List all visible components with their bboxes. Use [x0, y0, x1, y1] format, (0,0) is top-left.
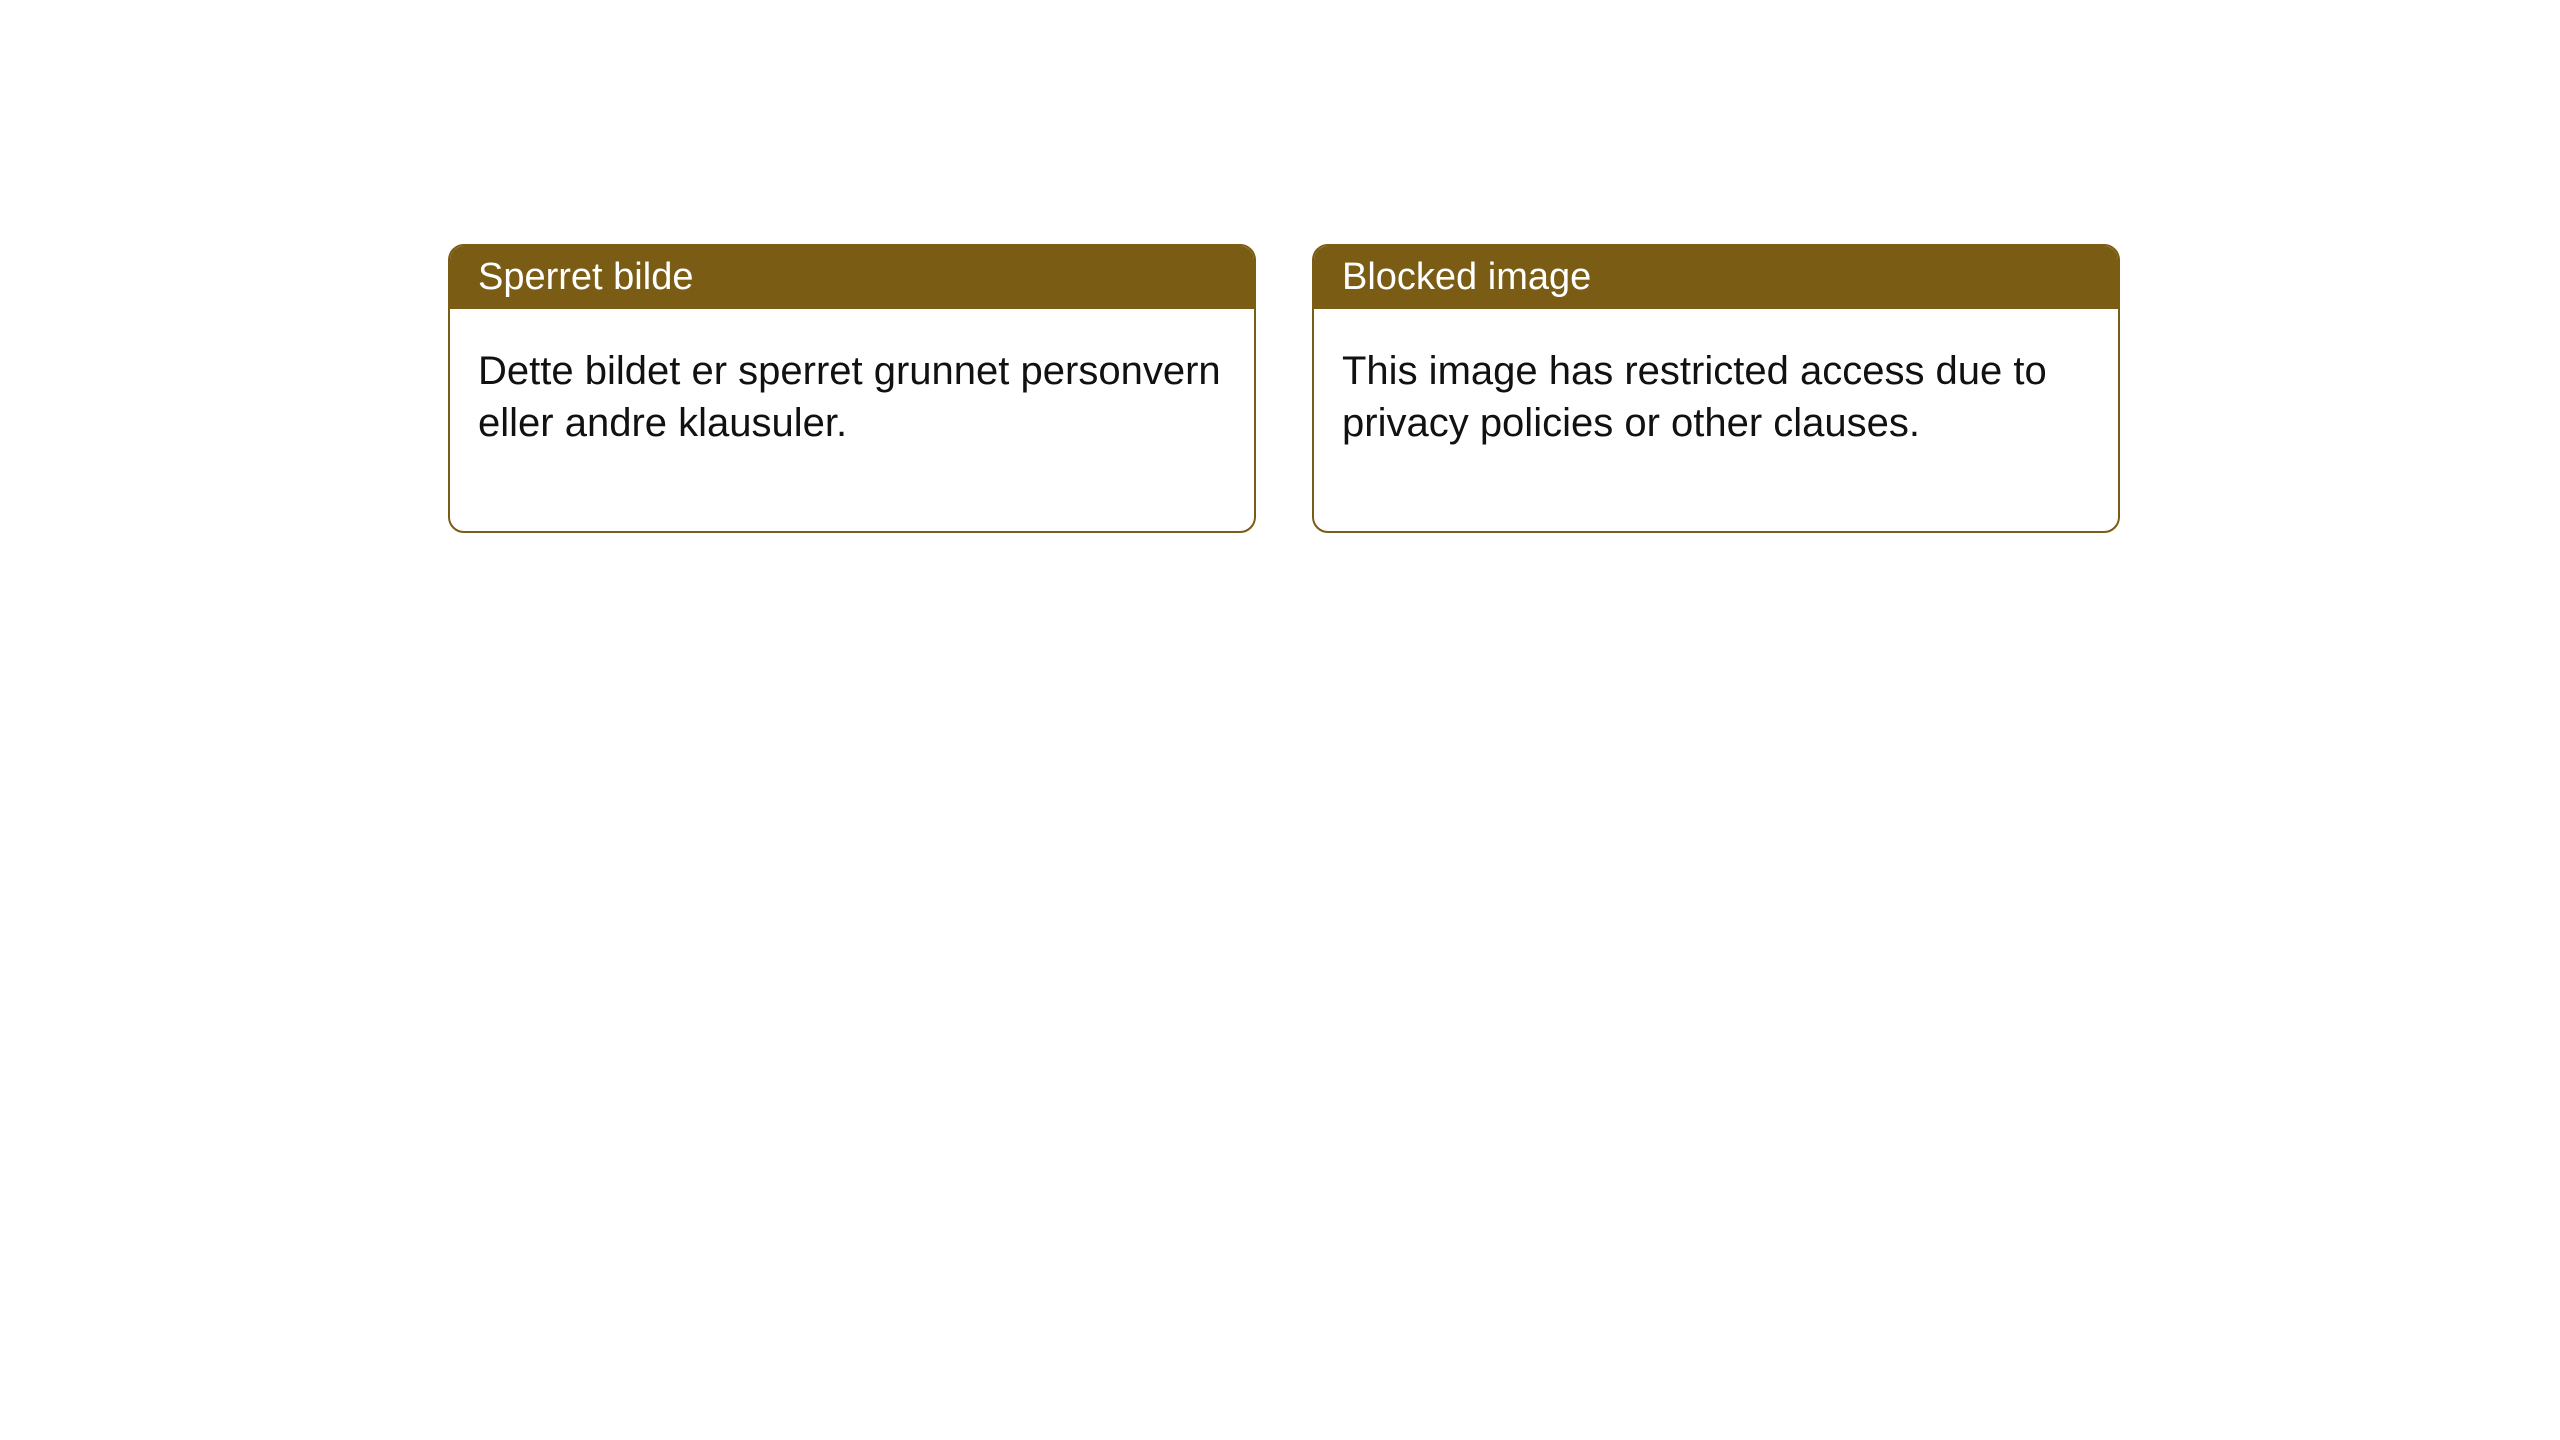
notice-cards-container: Sperret bilde Dette bildet er sperret gr… [448, 244, 2120, 533]
notice-card-body: This image has restricted access due to … [1314, 309, 2118, 531]
notice-card-title: Sperret bilde [450, 246, 1254, 309]
notice-card-body: Dette bildet er sperret grunnet personve… [450, 309, 1254, 531]
notice-card-en: Blocked image This image has restricted … [1312, 244, 2120, 533]
notice-card-title: Blocked image [1314, 246, 2118, 309]
notice-card-no: Sperret bilde Dette bildet er sperret gr… [448, 244, 1256, 533]
